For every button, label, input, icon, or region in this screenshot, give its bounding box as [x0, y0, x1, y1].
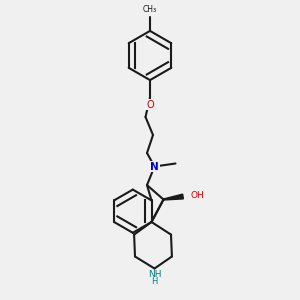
Polygon shape: [164, 194, 183, 200]
Text: NH: NH: [148, 270, 161, 279]
Text: N: N: [150, 161, 159, 172]
Text: CH₃: CH₃: [143, 5, 157, 14]
Text: O: O: [146, 100, 154, 110]
Text: H: H: [151, 277, 158, 286]
Text: OH: OH: [190, 190, 204, 200]
